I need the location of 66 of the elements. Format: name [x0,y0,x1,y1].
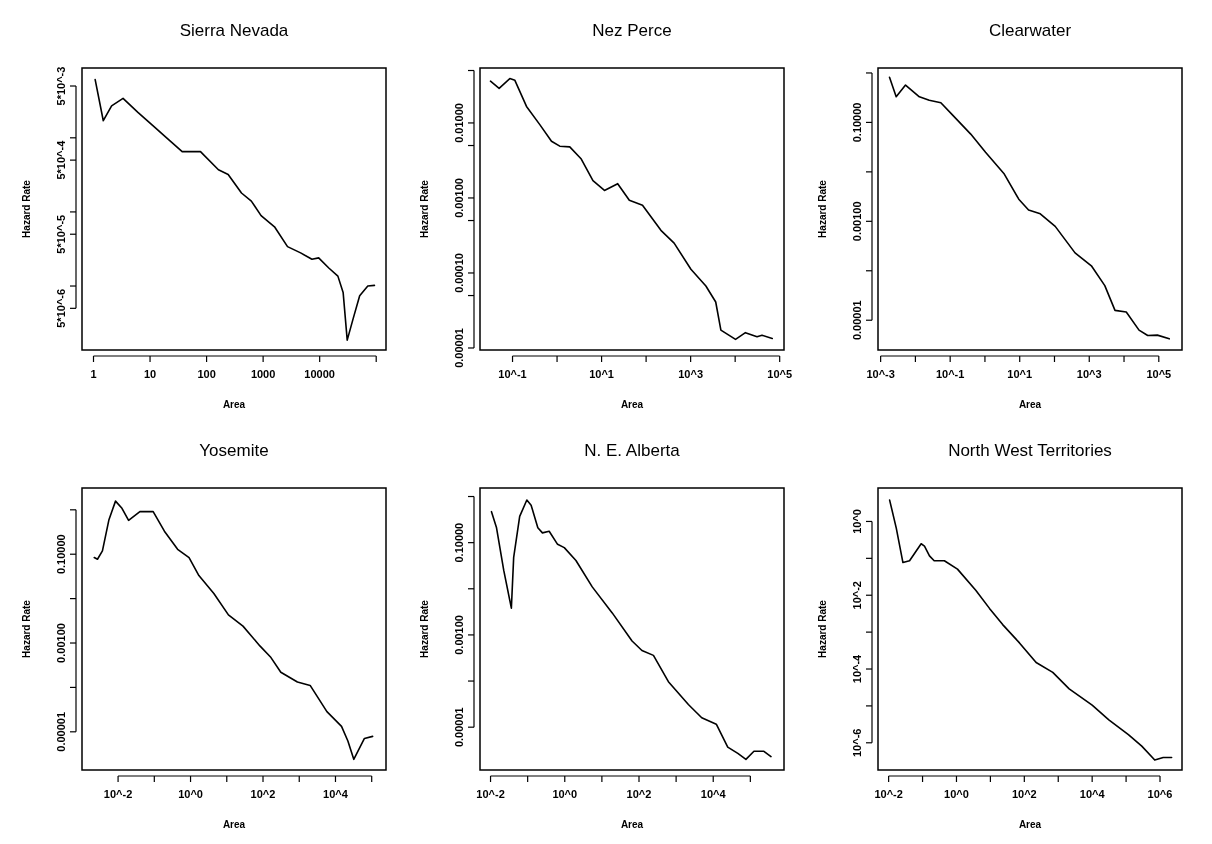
x-tick-label: 10^3 [1076,368,1102,380]
x-tick-label: 10^-1 [935,368,965,380]
y-tick-label: 0.10000 [851,102,863,143]
x-tick-label: 10^-2 [103,788,133,800]
x-tick-label: 10^-2 [476,788,505,800]
y-tick-label: 0.00001 [453,328,465,368]
x-tick-label: 10^5 [767,368,793,380]
chart-title: Yosemite [199,441,269,460]
x-tick-label: 1000 [250,368,276,380]
x-tick-label: 10^2 [626,788,652,800]
y-axis-title: Hazard Rate [817,599,828,658]
x-tick-label: 10^1 [1007,368,1033,380]
y-tick-label: 0.00100 [851,201,863,242]
x-axis-title: Area [222,399,246,410]
x-tick-label: 10^4 [700,788,727,800]
y-tick-label: 0.00001 [453,707,465,748]
x-axis-title: Area [620,819,644,830]
y-axis-title: Hazard Rate [21,599,32,658]
y-tick-label: 0.00001 [55,711,67,752]
x-tick-label: 1 [90,368,97,380]
chart-title: North West Territories [948,441,1112,460]
chart-title: Sierra Nevada [179,21,289,40]
x-tick-label: 100 [197,368,216,380]
y-tick-label: 0.10000 [453,522,465,563]
x-tick-label: 10^-1 [498,368,527,380]
x-axis-title: Area [1018,399,1042,410]
y-tick-label: 5*10^-3 [55,66,67,106]
y-tick-label: 5*10^-4 [55,139,67,180]
x-tick-label: 10^1 [589,368,614,380]
x-axis-title: Area [222,819,246,830]
y-tick-label: 5*10^-5 [55,214,67,254]
y-tick-label: 10^-6 [851,728,863,758]
x-tick-label: 10^4 [323,788,349,800]
x-tick-label: 10000 [304,368,335,380]
y-axis-title: Hazard Rate [817,179,828,238]
y-tick-label: 0.00100 [453,615,465,655]
chart-title: Nez Perce [592,21,672,40]
x-tick-label: 10^0 [178,788,203,800]
x-tick-label: 10^2 [1011,788,1037,800]
chart-title: N. E. Alberta [584,441,681,460]
x-axis-title: Area [1018,819,1042,830]
x-tick-label: 10^6 [1147,788,1173,800]
y-tick-label: 0.00100 [55,623,67,663]
y-tick-label: 0.10000 [55,534,67,575]
y-tick-label: 10^0 [851,509,863,534]
y-tick-label: 0.01000 [453,103,465,143]
y-axis-title: Hazard Rate [419,599,430,658]
x-tick-label: 10 [143,368,157,380]
y-axis-title: Hazard Rate [419,179,430,238]
y-tick-label: 0.00001 [851,300,863,341]
y-tick-label: 0.00100 [453,178,465,218]
x-tick-label: 10^5 [1146,368,1172,380]
y-tick-label: 10^-2 [851,581,863,610]
chart-title: Clearwater [988,21,1072,40]
y-tick-label: 10^-4 [851,653,863,684]
x-tick-label: 10^0 [944,788,969,800]
x-tick-label: 10^0 [552,788,578,800]
x-tick-label: 10^-3 [866,368,895,380]
x-tick-label: 10^3 [678,368,704,380]
y-axis-title: Hazard Rate [21,179,32,238]
x-tick-label: 10^2 [250,788,276,800]
x-tick-label: 10^4 [1079,788,1106,800]
x-tick-label: 10^-2 [874,788,903,800]
y-tick-label: 5*10^-6 [55,288,67,328]
x-axis-title: Area [620,399,644,410]
y-tick-label: 0.00010 [453,253,465,293]
